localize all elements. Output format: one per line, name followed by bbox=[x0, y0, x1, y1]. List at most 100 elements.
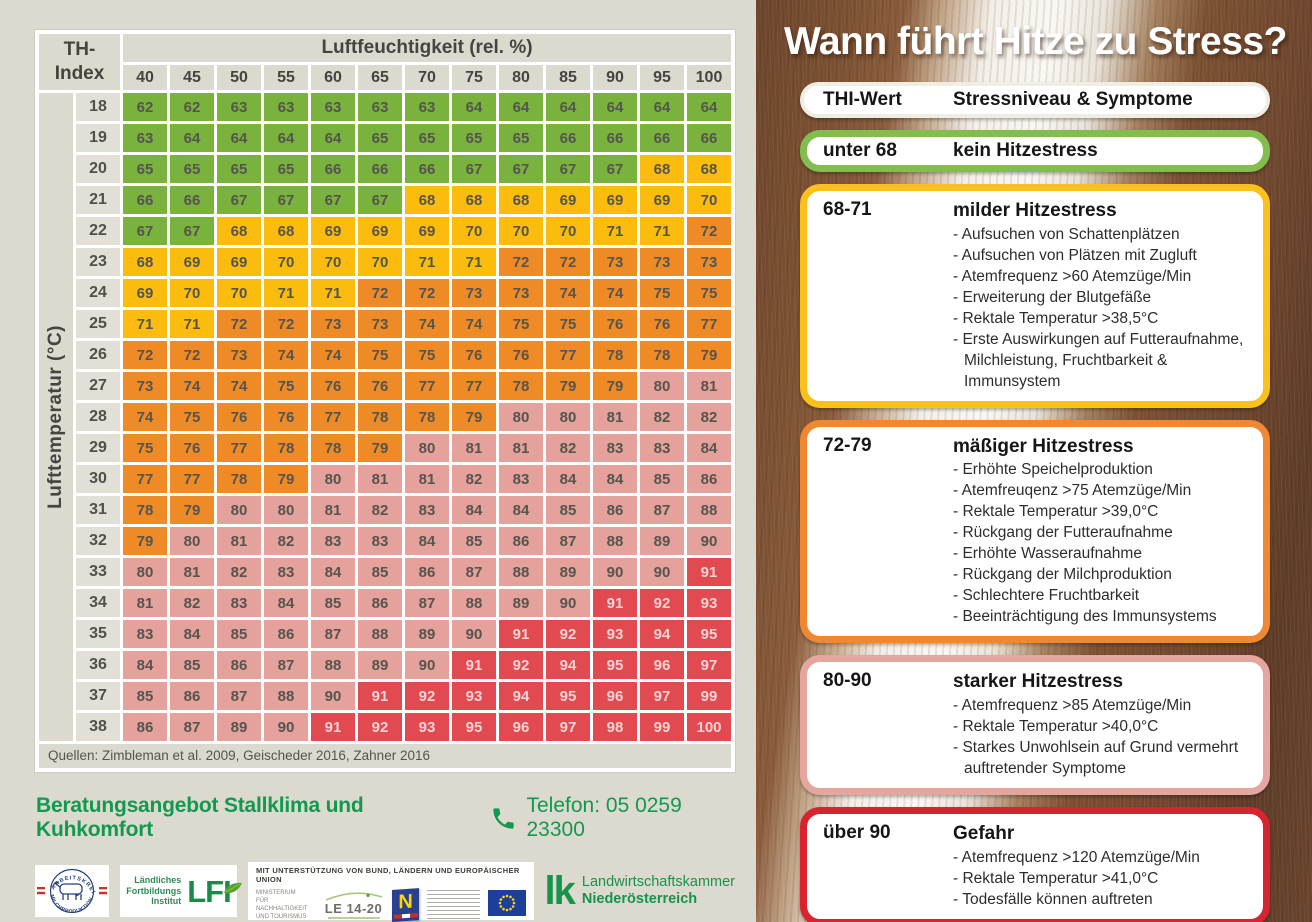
contact-title: Beratungsangebot Stallklima und Kuhkomfo… bbox=[36, 794, 364, 841]
thi-cell: 74 bbox=[170, 372, 214, 400]
thi-cell: 63 bbox=[358, 93, 402, 121]
thi-cell: 89 bbox=[640, 527, 684, 555]
temperature-header: 19 bbox=[76, 124, 120, 152]
temperature-header: 35 bbox=[76, 620, 120, 648]
thi-cell: 87 bbox=[311, 620, 355, 648]
temperature-header: 28 bbox=[76, 403, 120, 431]
eu-support-logo-block: MIT UNTERSTÜTZUNG VON BUND, LÄNDERN UND … bbox=[247, 862, 534, 922]
thi-cell: 86 bbox=[405, 558, 449, 586]
thi-cell: 64 bbox=[311, 124, 355, 152]
thi-cell: 84 bbox=[593, 465, 637, 493]
thi-cell: 85 bbox=[217, 620, 261, 648]
temperature-header: 20 bbox=[76, 155, 120, 183]
support-banner-text: MIT UNTERSTÜTZUNG VON BUND, LÄNDERN UND … bbox=[255, 866, 520, 884]
thi-cell: 81 bbox=[405, 465, 449, 493]
thi-cell: 64 bbox=[546, 93, 590, 121]
thi-cell: 67 bbox=[311, 186, 355, 214]
thi-cell: 86 bbox=[264, 620, 308, 648]
thi-cell: 89 bbox=[546, 558, 590, 586]
thi-cell: 93 bbox=[452, 682, 496, 710]
thi-cell: 88 bbox=[311, 651, 355, 679]
thi-cell: 65 bbox=[358, 124, 402, 152]
thi-cell: 67 bbox=[217, 186, 261, 214]
thi-cell: 72 bbox=[170, 341, 214, 369]
thi-cell: 70 bbox=[687, 186, 731, 214]
thi-cell: 75 bbox=[123, 434, 167, 462]
symptom-item: Atemfrequenz >85 Atemzüge/Min bbox=[953, 695, 1251, 716]
thi-cell: 84 bbox=[123, 651, 167, 679]
temperature-header: 33 bbox=[76, 558, 120, 586]
thi-cell: 78 bbox=[264, 434, 308, 462]
thi-cell: 68 bbox=[640, 155, 684, 183]
thi-cell: 68 bbox=[687, 155, 731, 183]
thi-cell: 64 bbox=[217, 124, 261, 152]
thi-cell: 85 bbox=[170, 651, 214, 679]
thi-cell: 90 bbox=[640, 558, 684, 586]
humidity-header: 100 bbox=[687, 65, 731, 90]
level-box-2: 68-71 milder Hitzestress Aufsuchen von Sch… bbox=[800, 183, 1270, 408]
thi-cell: 84 bbox=[687, 434, 731, 462]
thi-cell: 90 bbox=[405, 651, 449, 679]
thi-cell: 89 bbox=[405, 620, 449, 648]
humidity-header: 45 bbox=[170, 65, 214, 90]
thi-cell: 76 bbox=[217, 403, 261, 431]
thi-cell: 86 bbox=[170, 682, 214, 710]
temperature-header: 18 bbox=[76, 93, 120, 121]
humidity-axis-label: Luftfeuchtigkeit (rel. %) bbox=[123, 34, 731, 62]
thi-cell: 63 bbox=[264, 93, 308, 121]
thi-cell: 82 bbox=[687, 403, 731, 431]
level-box-3: 72-79 mäßiger HitzestressErhöhte Speichel… bbox=[800, 419, 1270, 644]
legend-header-row: THI-Wert Stressniveau & Symptome bbox=[800, 82, 1270, 118]
humidity-header: 65 bbox=[358, 65, 402, 90]
symptom-item: Rektale Temperatur >41,0°C bbox=[953, 868, 1251, 889]
thi-cell: 91 bbox=[358, 682, 402, 710]
level-range: unter 68 bbox=[823, 139, 897, 161]
temperature-header: 26 bbox=[76, 341, 120, 369]
thi-cell: 65 bbox=[499, 124, 543, 152]
eu-flag-icon bbox=[487, 889, 526, 921]
thi-cell: 77 bbox=[170, 465, 214, 493]
thi-cell: 64 bbox=[452, 93, 496, 121]
thi-table-block: TH- Index Luftfeuchtigkeit (rel. %) 40 45 50 5… bbox=[35, 30, 735, 772]
thi-cell: 67 bbox=[123, 217, 167, 245]
level-range: 80-90 bbox=[823, 670, 872, 692]
thi-cell: 85 bbox=[311, 589, 355, 617]
thi-cell: 64 bbox=[264, 124, 308, 152]
thi-cell: 93 bbox=[593, 620, 637, 648]
thi-cell: 79 bbox=[264, 465, 308, 493]
thi-cell: 90 bbox=[452, 620, 496, 648]
symptom-list: Atemfrequenz >120 Atemzüge/MinRektale Te… bbox=[953, 847, 1251, 910]
cow-icon bbox=[52, 881, 83, 900]
thi-cell: 70 bbox=[546, 217, 590, 245]
thi-cell: 66 bbox=[170, 186, 214, 214]
symptom-item: Schlechtere Fruchtbarkeit bbox=[953, 585, 1251, 606]
thi-cell: 82 bbox=[170, 589, 214, 617]
thi-cell: 95 bbox=[593, 651, 637, 679]
lfi-text-line: Fortbildungs bbox=[126, 885, 182, 896]
contact-row: Beratungsangebot Stallklima und Kuhkomfo… bbox=[35, 794, 735, 842]
thi-cell: 79 bbox=[687, 341, 731, 369]
thi-cell: 68 bbox=[217, 217, 261, 245]
temperature-header: 21 bbox=[76, 186, 120, 214]
thi-cell: 76 bbox=[640, 310, 684, 338]
thi-cell: 67 bbox=[264, 186, 308, 214]
thi-cell: 65 bbox=[405, 124, 449, 152]
le-14-20-logo: LE 14-20 bbox=[324, 892, 384, 919]
thi-cell: 63 bbox=[311, 93, 355, 121]
thi-cell: 76 bbox=[452, 341, 496, 369]
thi-cell: 69 bbox=[123, 279, 167, 307]
humidity-header: 60 bbox=[311, 65, 355, 90]
thi-cell: 91 bbox=[593, 589, 637, 617]
thi-cell: 81 bbox=[593, 403, 637, 431]
thi-cell: 85 bbox=[358, 558, 402, 586]
lfi-text-line: Institut bbox=[151, 896, 182, 907]
symptom-item: Erste Auswirkungen auf Futteraufnahme, M… bbox=[953, 329, 1251, 392]
thi-cell: 75 bbox=[264, 372, 308, 400]
thi-cell: 62 bbox=[170, 93, 214, 121]
thi-cell: 72 bbox=[123, 341, 167, 369]
thi-cell: 87 bbox=[170, 713, 214, 741]
thi-cell: 78 bbox=[405, 403, 449, 431]
lfi-text-line: Ländliches bbox=[134, 875, 182, 886]
thi-cell: 92 bbox=[640, 589, 684, 617]
temperature-header: 37 bbox=[76, 682, 120, 710]
